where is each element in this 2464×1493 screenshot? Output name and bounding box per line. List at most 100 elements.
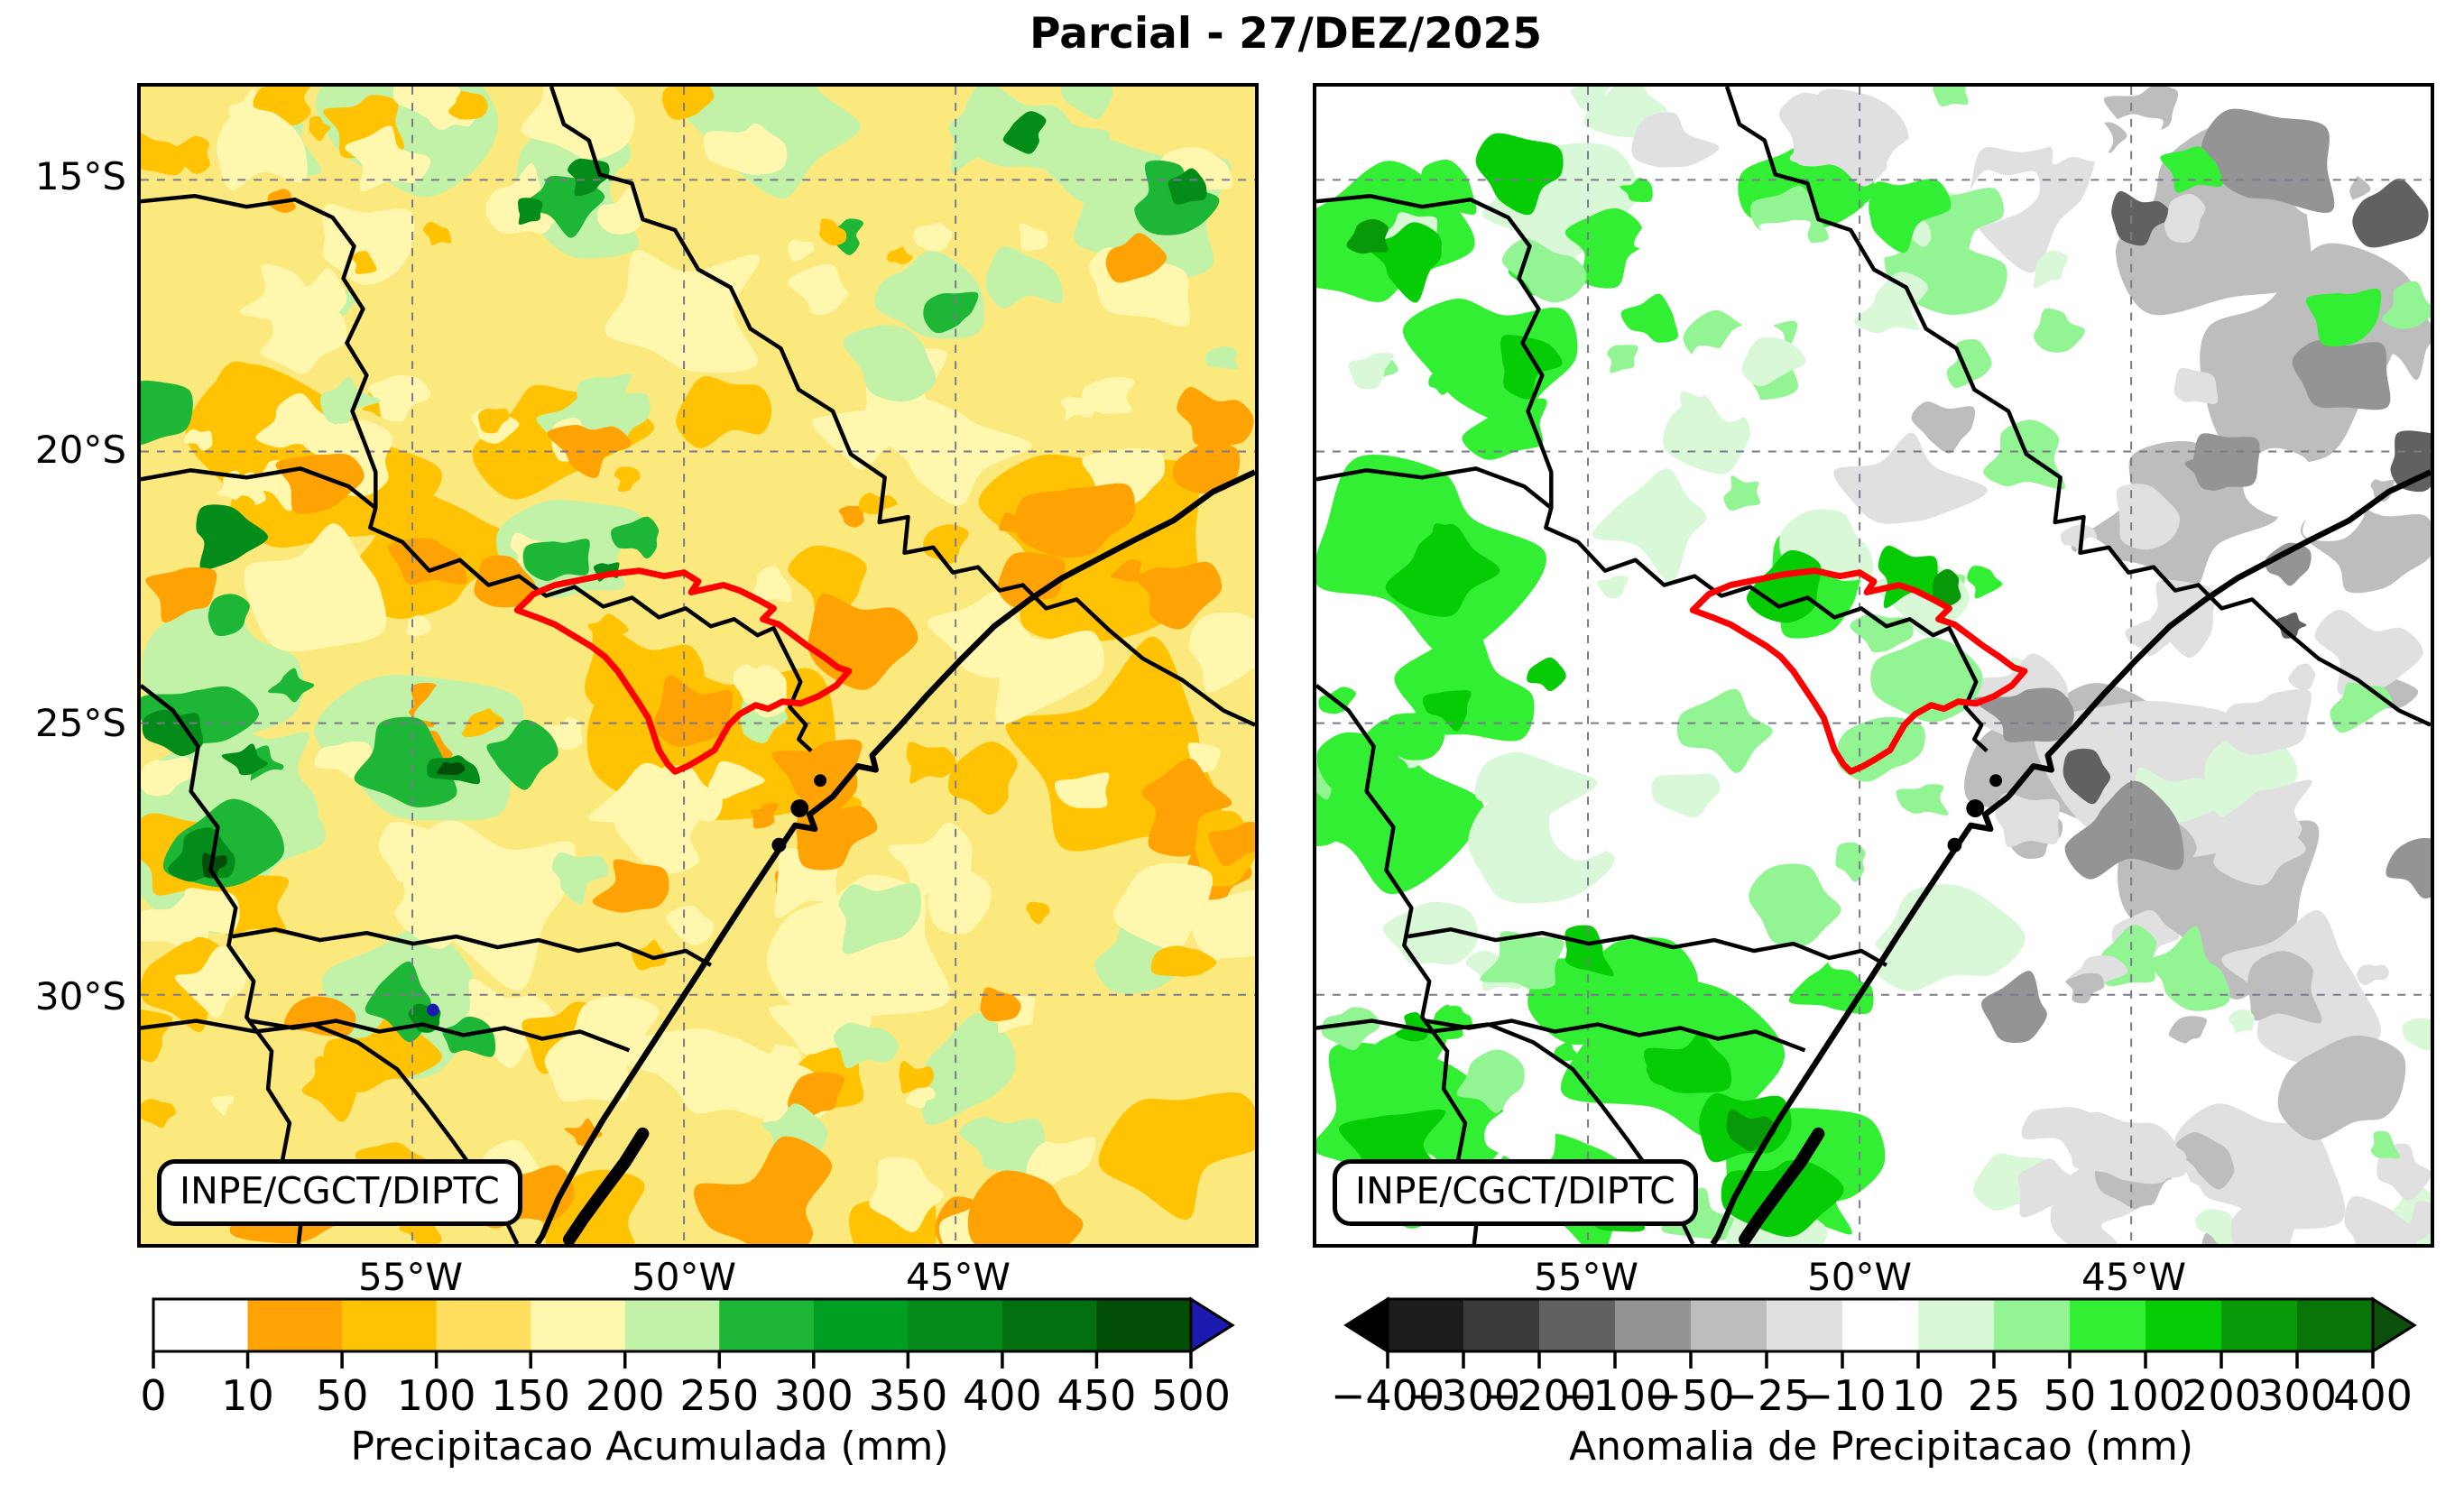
colorbar-segment — [1463, 1299, 1540, 1351]
contour-blob — [309, 115, 331, 142]
contour-blob — [1826, 931, 1887, 983]
colorbar-segment — [2146, 1299, 2222, 1351]
contour-blob — [437, 761, 466, 776]
contour-blob — [927, 871, 992, 935]
contour-blob — [997, 552, 1066, 608]
contour-blob — [1480, 931, 1564, 990]
colorbar-segment — [1539, 1299, 1616, 1351]
contour-blob — [1150, 945, 1217, 977]
contour-blob — [838, 505, 864, 528]
contour-blob — [1741, 336, 1806, 387]
contour-blob — [967, 1170, 1084, 1244]
figure-title: Parcial - 27/DEZ/2025 — [1029, 9, 1542, 59]
contour-blob — [1995, 793, 2060, 848]
state-border — [1425, 1018, 1806, 1053]
colorbar-tick-label: −200 — [1482, 1371, 1596, 1420]
colorbar-tick-label: 450 — [1057, 1371, 1137, 1420]
contour-blob — [477, 408, 510, 434]
contour-blob — [1111, 559, 1142, 582]
contour-blob — [1788, 953, 1874, 1015]
contour-blob — [1204, 346, 1239, 370]
contour-blob — [838, 882, 922, 954]
contour-blob — [1867, 884, 2026, 991]
contour-blob — [1564, 207, 1644, 289]
contour-blob — [752, 566, 792, 604]
contour-blob — [394, 859, 490, 949]
contour-blob — [522, 539, 590, 581]
colorbar-segment — [247, 1299, 343, 1351]
contour-blob — [577, 373, 632, 414]
contour-blob — [2292, 340, 2391, 410]
contour-blob — [657, 765, 723, 825]
contour-blob — [611, 516, 660, 559]
contour-blob — [1026, 1137, 1096, 1192]
contour-blob — [1553, 687, 1592, 716]
contour-blob — [597, 188, 643, 235]
colorbar-precipitation: 0 10 50 100 150 200 250 300 350 400 450 500 — [140, 1296, 1235, 1420]
colorbar-segment — [1767, 1299, 1843, 1351]
credit-badge: INPE/CGCT/DIPTC — [157, 1159, 522, 1226]
colorbar-title-precipitation: Precipitacao Acumulada (mm) — [350, 1424, 949, 1470]
lon-tick-label: 55°W — [358, 1255, 463, 1299]
contour-blob — [2034, 250, 2068, 289]
contour-blob — [1060, 87, 1113, 119]
contour-blob — [422, 221, 452, 245]
contour-blob — [2370, 1130, 2401, 1159]
contour-blob — [1833, 432, 1989, 524]
contour-blob — [1137, 561, 1223, 630]
contour-blob — [448, 90, 488, 120]
colorbar-segment — [624, 1299, 720, 1351]
contour-blob — [959, 1116, 1046, 1174]
contour-blob — [1634, 198, 1703, 263]
contour-blob — [1198, 924, 1239, 961]
overflow-spot — [426, 1003, 439, 1017]
contour-blob — [1188, 808, 1226, 837]
colorbar-tick-label: −10 — [1798, 1371, 1886, 1420]
contour-blob — [1631, 112, 1720, 168]
contour-blob — [796, 795, 878, 871]
contour-blob — [1973, 687, 2074, 742]
colorbar-tick-label: −25 — [1722, 1371, 1810, 1420]
contour-blob — [267, 668, 315, 703]
contour-blob — [1456, 1049, 1525, 1114]
contour-blob — [174, 946, 249, 1018]
contour-blob — [923, 524, 969, 565]
contour-blob — [1014, 483, 1135, 558]
state-border — [1407, 926, 1888, 967]
contour-blob — [676, 375, 772, 448]
contour-blob — [565, 995, 660, 1083]
coastal-lagoon — [1738, 1127, 1825, 1244]
contour-blob — [2125, 620, 2173, 656]
colorbar-segment — [342, 1299, 438, 1351]
contour-blob — [2147, 926, 2230, 1011]
coastal-bay — [814, 774, 827, 788]
colorbar-segment — [531, 1299, 626, 1351]
contour-blob — [2112, 114, 2164, 159]
contour-blob — [164, 888, 240, 942]
contour-blob — [2111, 190, 2173, 246]
contour-blob — [1055, 772, 1110, 808]
colorbar-tick-label: −100 — [1558, 1371, 1672, 1420]
contour-blob — [758, 1044, 801, 1079]
contour-blob — [1887, 134, 1936, 185]
contour-blob — [2305, 288, 2382, 347]
contour-blob — [2163, 1186, 2190, 1204]
contour-blob — [1321, 1007, 1380, 1050]
contour-blob — [1644, 1034, 1731, 1093]
colorbar-tick-label: 500 — [1151, 1371, 1231, 1420]
lat-tick-label: 25°S — [34, 701, 126, 745]
contour-blob — [2192, 433, 2260, 490]
state-border — [231, 926, 713, 967]
contour-blob — [392, 87, 461, 120]
contour-blob — [1208, 822, 1255, 867]
contour-blob — [1022, 115, 1111, 202]
colorbar-segment — [1994, 1299, 2071, 1351]
contour-blob — [788, 264, 849, 316]
contour-blob — [703, 123, 788, 175]
contour-blob — [280, 268, 347, 324]
contour-blob — [2370, 479, 2395, 502]
contour-blob — [184, 429, 213, 451]
contour-blob — [2026, 104, 2114, 165]
contour-blob — [1177, 387, 1254, 447]
contour-blob — [1592, 468, 1707, 583]
